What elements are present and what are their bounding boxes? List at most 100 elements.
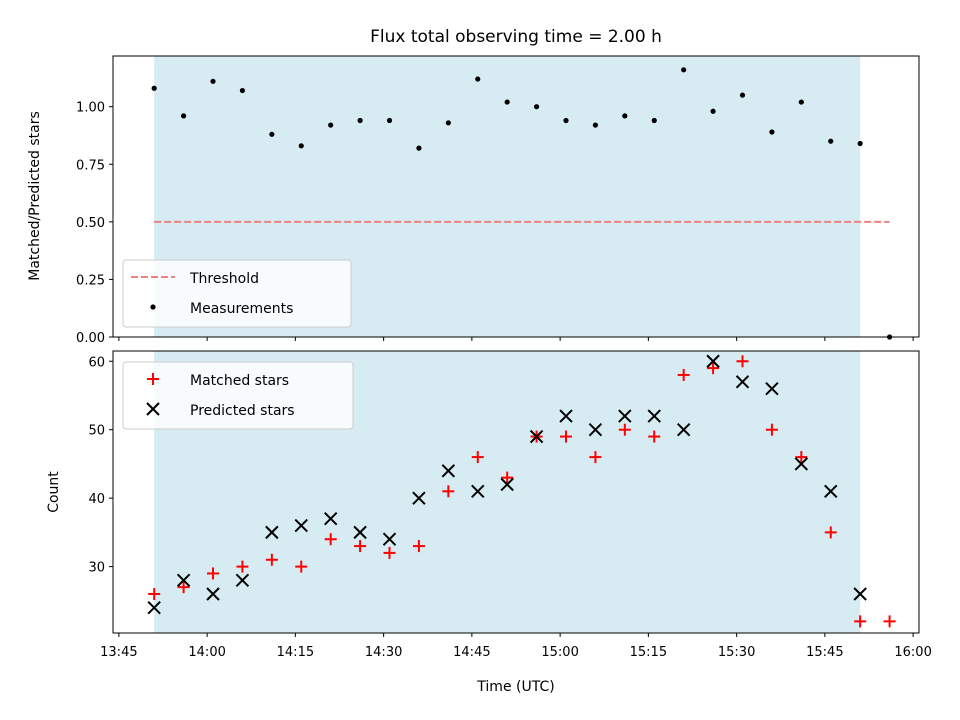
- chart-title: Flux total observing time = 2.00 h: [370, 27, 662, 47]
- predicted-star-point: [765, 381, 779, 396]
- measurement-point: [563, 117, 569, 124]
- measurement-point: [622, 113, 628, 119]
- measurement-point: [651, 117, 657, 124]
- matched-star-point: [354, 540, 367, 553]
- measurement-point: [681, 67, 687, 73]
- predicted-star-point: [147, 600, 161, 615]
- bottom-y-ticks: 30 40 50 60: [88, 355, 113, 576]
- matched-star-point: [707, 362, 720, 375]
- measurement-point: [798, 99, 804, 105]
- matched-star-point: [824, 526, 837, 539]
- x-tick-label: 15:15: [630, 645, 667, 660]
- measurement-point: [739, 92, 746, 98]
- predicted-star-point: [294, 518, 308, 533]
- matched-legend-marker: [147, 373, 159, 385]
- predicted-star-point: [176, 573, 191, 588]
- top-data-marks: [151, 67, 893, 340]
- predicted-star-point: [323, 511, 338, 526]
- top-y-ticks: 0.00 0.25 0.50 0.75 1.00: [76, 101, 113, 346]
- predicted-legend-label: Predicted stars: [190, 403, 295, 419]
- bottom-legend: Matched stars Predicted stars: [122, 361, 354, 430]
- y-tick-label: 1.00: [76, 101, 105, 116]
- measurement-point: [475, 76, 481, 82]
- x-tick-label: 14:45: [453, 645, 490, 660]
- predicted-star-point: [706, 354, 720, 368]
- x-tick-label: 15:30: [718, 645, 755, 660]
- predicted-star-point: [235, 573, 250, 588]
- measurements-legend-label: Measurements: [190, 301, 293, 317]
- predicted-star-point: [824, 484, 838, 499]
- y-tick-label: 0.75: [76, 158, 105, 173]
- y-tick-label: 0.50: [76, 216, 105, 231]
- y-tick-label: 30: [88, 561, 105, 576]
- predicted-star-point: [206, 587, 220, 601]
- matched-star-point: [736, 355, 749, 368]
- y-tick-label: 40: [88, 492, 105, 507]
- top-y-axis-label: Matched/Predicted stars: [27, 111, 43, 281]
- predicted-legend-marker: [146, 402, 160, 416]
- predicted-star-point: [441, 464, 456, 478]
- x-axis-label: Time (UTC): [476, 679, 554, 695]
- bottom-x-ticks: 13:45 14:00 14:15 14:30 14:45 15:00 15:15 15:30…: [100, 633, 932, 660]
- matched-star-point: [148, 587, 161, 600]
- matched-star-point: [883, 615, 896, 628]
- predicted-star-point: [794, 457, 809, 471]
- matched-legend-label: Matched stars: [190, 373, 289, 389]
- measurement-point: [445, 120, 451, 126]
- predicted-star-point: [412, 491, 426, 505]
- predicted-star-point: [353, 525, 367, 540]
- matched-star-point: [501, 471, 514, 484]
- matched-star-point: [648, 430, 661, 443]
- measurement-point: [210, 78, 216, 84]
- predicted-star-point: [853, 587, 867, 601]
- matched-star-point: [589, 451, 602, 464]
- bottom-legend-box: [122, 361, 354, 430]
- matched-star-point: [236, 560, 249, 573]
- measurement-point: [269, 131, 275, 137]
- measurement-point: [357, 117, 363, 124]
- predicted-star-point: [500, 477, 514, 492]
- matched-star-point: [618, 423, 631, 436]
- predicted-star-point: [735, 375, 750, 389]
- measurement-point: [592, 122, 599, 128]
- measurement-point: [416, 145, 422, 151]
- threshold-legend-label: Threshold: [189, 271, 259, 287]
- matched-star-point: [560, 430, 573, 443]
- predicted-star-point: [676, 423, 691, 437]
- matched-star-point: [265, 553, 278, 566]
- matched-star-point: [207, 567, 220, 580]
- x-tick-label: 16:00: [894, 645, 931, 660]
- predicted-star-point: [471, 484, 485, 499]
- measurement-point: [710, 108, 716, 114]
- measurement-point: [386, 117, 393, 124]
- matched-star-point: [765, 423, 778, 436]
- x-tick-label: 15:00: [541, 645, 578, 660]
- x-tick-label: 15:45: [806, 645, 843, 660]
- predicted-star-point: [382, 532, 397, 546]
- top-x-ticks: [118, 337, 914, 341]
- measurement-point: [828, 138, 834, 144]
- top-legend-box: [122, 259, 352, 328]
- predicted-star-point: [559, 409, 573, 423]
- predicted-star-point: [618, 409, 632, 423]
- bottom-axes-frame: [112, 350, 920, 634]
- measurement-point: [857, 140, 863, 147]
- x-tick-label: 14:00: [188, 645, 225, 660]
- measurement-point: [533, 104, 540, 110]
- top-legend: Threshold Measurements: [122, 259, 352, 328]
- y-tick-label: 0.25: [76, 273, 105, 288]
- predicted-star-point: [588, 423, 603, 437]
- matched-star-point: [677, 368, 690, 381]
- matched-star-point: [854, 615, 867, 628]
- predicted-star-point: [647, 409, 661, 423]
- matched-star-point: [471, 451, 484, 464]
- bottom-data-marks: [147, 354, 896, 628]
- measurement-point: [504, 99, 510, 105]
- top-panel: 0.00 0.25 0.50 0.75 1.00 Matched/Predicted s…: [27, 55, 920, 346]
- x-tick-label: 14:30: [365, 645, 402, 660]
- y-tick-label: 0.00: [76, 331, 105, 346]
- top-axes-frame: [112, 55, 920, 338]
- measurement-point: [180, 113, 187, 119]
- matched-star-point: [324, 533, 337, 546]
